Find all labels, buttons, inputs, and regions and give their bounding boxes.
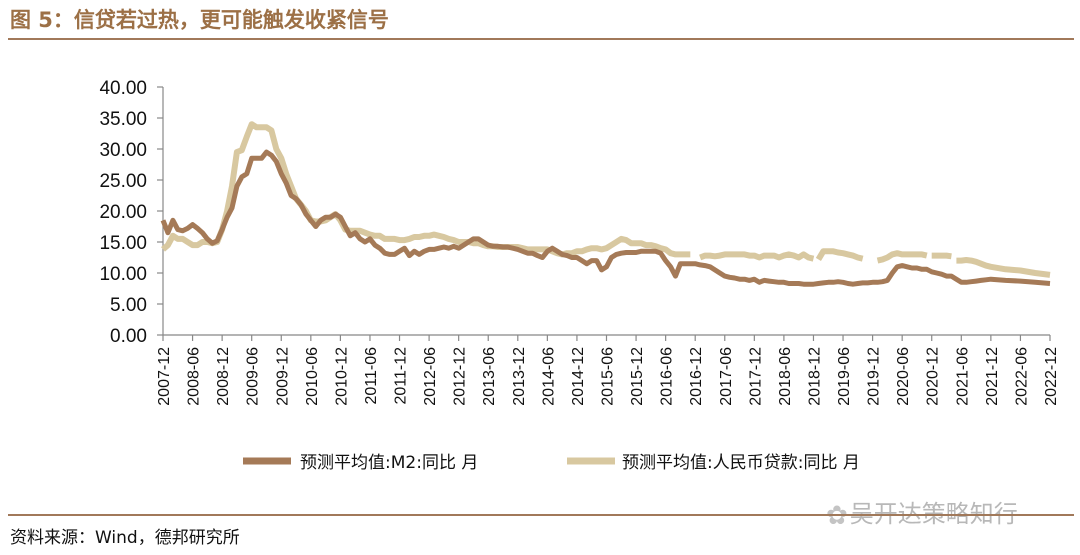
x-tick-label: 2019-06: [836, 347, 853, 406]
x-tick-label: 2011-12: [393, 347, 410, 405]
x-tick-label: 2012-06: [422, 347, 439, 406]
watermark: ✿吴开达策略知行: [826, 494, 1018, 531]
x-tick-label: 2012-12: [452, 347, 469, 406]
y-tick-label: 10.00: [99, 264, 147, 285]
series-line-loans: [699, 251, 815, 262]
legend-item-loans-label: 预测平均值:人民币贷款:同比 月: [622, 453, 860, 473]
x-tick-label: 2018-12: [806, 347, 823, 406]
x-tick-label: 2009-12: [274, 347, 291, 406]
x-tick-label: 2022-12: [1043, 347, 1060, 406]
x-tick-label: 2016-12: [688, 347, 705, 406]
y-tick-label: 15.00: [99, 233, 147, 254]
y-tick-label: 20.00: [99, 202, 147, 223]
y-tick-label: 25.00: [99, 171, 147, 192]
wechat-icon: ✿: [826, 501, 848, 531]
x-tick-label: 2014-12: [570, 347, 587, 406]
x-tick-label: 2010-06: [304, 347, 321, 406]
x-tick-label: 2018-06: [777, 347, 794, 406]
x-tick-label: 2007-12: [156, 347, 173, 406]
x-tick-label: 2020-06: [895, 347, 912, 406]
x-tick-label: 2019-12: [866, 347, 883, 406]
x-tick-label: 2020-12: [925, 347, 942, 406]
legend: 预测平均值:M2:同比 月 预测平均值:人民币贷款:同比 月: [243, 453, 860, 473]
x-tick-label: 2021-06: [954, 347, 971, 406]
series-line-loans: [931, 252, 952, 260]
x-tick-label: 2009-06: [245, 347, 262, 406]
page-title: 图 5：信贷若过热，更可能触发收紧信号: [10, 8, 389, 32]
series-line-m2: [160, 149, 1051, 287]
x-tick-label: 2008-06: [186, 347, 203, 406]
x-tick-label: 2011-06: [363, 347, 380, 405]
x-tick-label: 2013-12: [511, 347, 528, 406]
x-tick-label: 2015-12: [629, 347, 646, 406]
series-layer: [160, 121, 1051, 287]
series-line-loans: [815, 248, 864, 262]
x-tick-label: 2010-12: [333, 347, 350, 406]
series-line-loans: [956, 257, 1051, 278]
x-tick-label: 2015-06: [600, 347, 617, 406]
x-tick-label: 2016-06: [659, 347, 676, 406]
y-tick-label: 40.00: [99, 78, 147, 99]
footer-divider: [8, 514, 1074, 516]
y-axis: 0.00 5.00 10.00 15.00 20.00 25.00 30.00 35.00 40…: [99, 78, 164, 347]
x-tick-label: 2013-06: [481, 347, 498, 406]
y-tick-label: 0.00: [110, 326, 147, 347]
x-axis: 2007-12 2008-06 2008-12 2009-06 2009-12 2010-…: [156, 334, 1060, 406]
x-tick-label: 2017-06: [718, 347, 735, 406]
series-line-loans: [161, 121, 691, 258]
x-tick-label: 2014-06: [540, 347, 557, 406]
title-divider: [8, 38, 1074, 40]
x-tick-label: 2017-12: [747, 347, 764, 406]
y-tick-label: 5.00: [110, 295, 147, 316]
x-tick-label: 2008-12: [215, 347, 232, 406]
x-tick-label: 2021-12: [984, 347, 1001, 406]
legend-item-m2-label: 预测平均值:M2:同比 月: [300, 453, 478, 473]
y-tick-label: 35.00: [99, 109, 147, 130]
source-note: 资料来源：Wind，德邦研究所: [10, 528, 240, 548]
x-tick-label: 2022-06: [1013, 347, 1030, 406]
series-line-loans: [876, 250, 928, 264]
y-tick-label: 30.00: [99, 140, 147, 161]
